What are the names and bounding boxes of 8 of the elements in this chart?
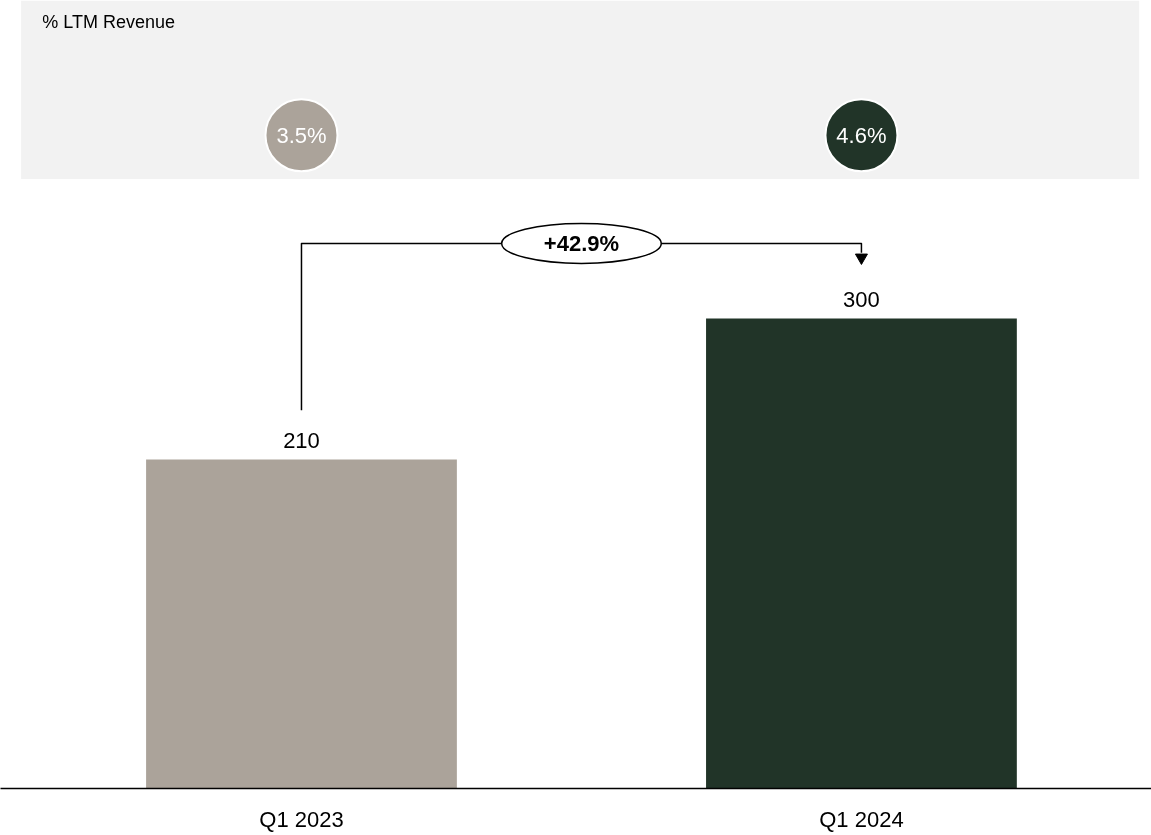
data-label: 300: [843, 286, 880, 312]
data-label: 210: [283, 427, 320, 453]
x-tick-label: Q1 2024: [819, 806, 904, 832]
x-tick-label: Q1 2023: [259, 806, 344, 832]
text: 3.5%: [276, 122, 327, 148]
text: % LTM Revenue: [42, 11, 175, 32]
text: 4.6%: [836, 122, 887, 148]
text: +42.9%: [543, 230, 620, 256]
